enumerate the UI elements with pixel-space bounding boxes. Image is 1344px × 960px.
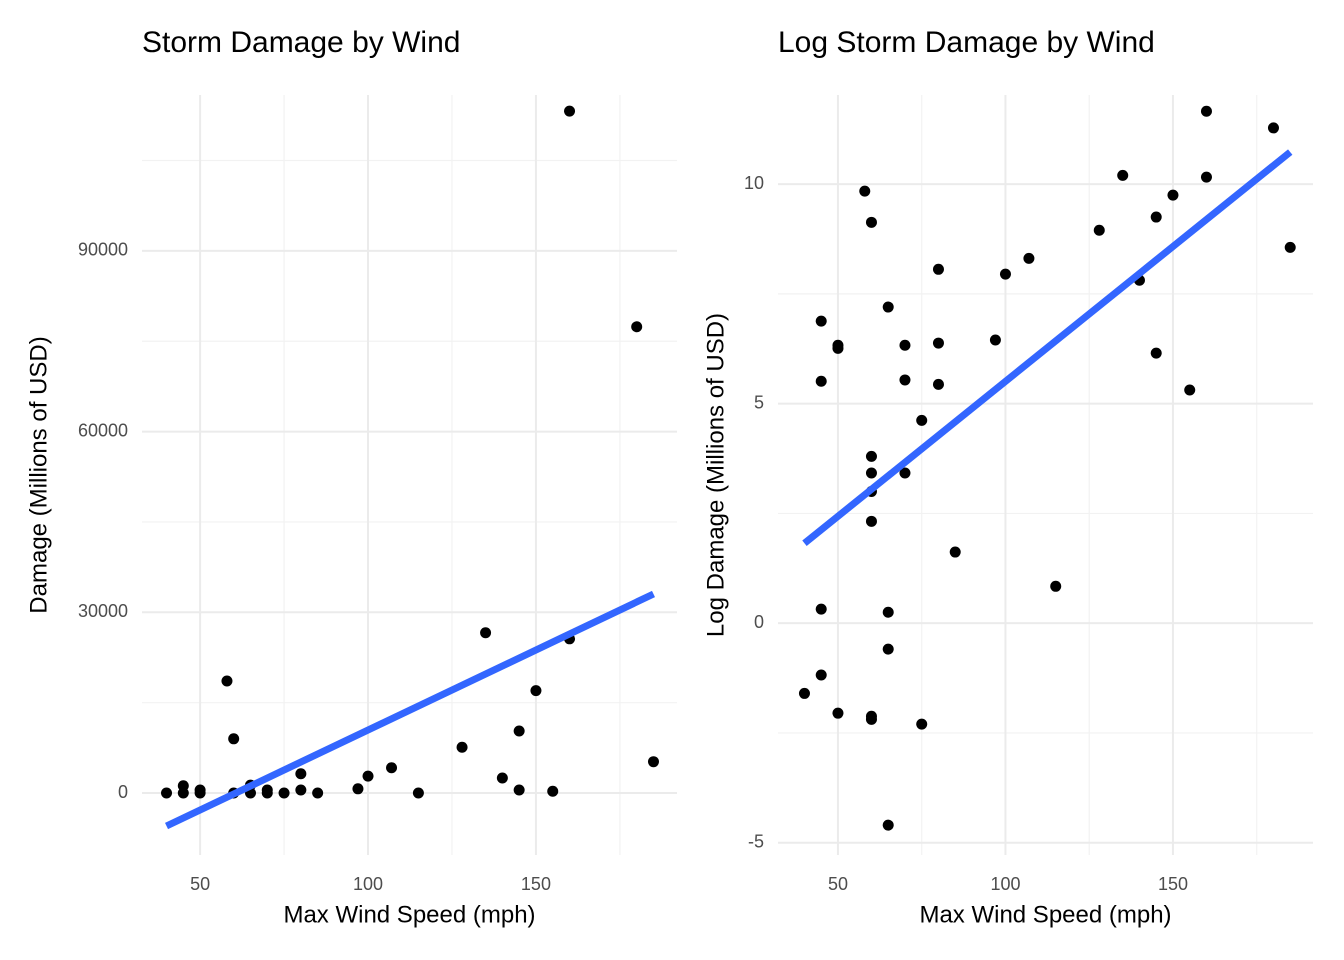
point [865,450,877,462]
point [882,606,894,618]
point [513,784,525,796]
point [859,185,871,197]
point [832,707,844,719]
point [1093,224,1105,236]
point [932,378,944,390]
point [1023,252,1035,264]
point [480,627,492,639]
x-tick-label: 150 [1158,874,1188,894]
trend-line [165,590,655,830]
point [815,603,827,615]
y-tick-label: 5 [754,392,764,412]
x-tick-label: 100 [353,874,383,894]
point [362,770,374,782]
point [865,713,877,725]
x-tick-label: 150 [521,874,551,894]
point [882,301,894,313]
point [1167,189,1179,201]
point [647,756,659,768]
y-tick-label: 90000 [78,240,128,260]
point [412,787,424,799]
point [547,785,559,797]
point [177,787,189,799]
point [932,337,944,349]
point [312,787,324,799]
point [564,105,576,117]
point [865,216,877,228]
point [295,768,307,780]
point [1117,169,1129,181]
point [228,733,240,745]
point [352,783,364,795]
point [916,718,928,730]
point [1050,580,1062,592]
point [161,787,173,799]
point [882,819,894,831]
x-axis-title: Max Wind Speed (mph) [919,901,1171,928]
y-axis-title: Damage (Millions of USD) [25,336,52,613]
chart-title: Log Storm Damage by Wind [778,26,1155,59]
point [295,784,307,796]
point [513,725,525,737]
point [631,321,643,333]
point [949,546,961,558]
point [999,268,1011,280]
y-tick-label: 60000 [78,420,128,440]
panel: 50 100 150 -5 0 5 10 Log Storm Damage by Wind Ma… [702,26,1313,928]
chart-title: Storm Damage by Wind [142,26,460,59]
panel: 50 100 150 0 30000 60000 90000 Storm Damage by … [25,26,677,928]
point [989,334,1001,346]
y-axis-title: Log Damage (Millions of USD) [702,313,729,637]
point [1200,171,1212,183]
point [261,787,273,799]
point [899,467,911,479]
point [832,342,844,354]
x-axis-title: Max Wind Speed (mph) [283,901,535,928]
point [916,414,928,426]
point [221,675,233,687]
y-tick-label: 0 [118,782,128,802]
point [278,787,290,799]
point [899,374,911,386]
y-tick-label: 10 [744,173,764,193]
point [1184,384,1196,396]
point [1200,105,1212,117]
y-tick-label: 0 [754,612,764,632]
trend-line [802,149,1293,546]
point [932,263,944,275]
point [865,515,877,527]
point [815,669,827,681]
point [1284,241,1296,253]
point [1150,347,1162,359]
point [815,375,827,387]
point [386,762,398,774]
point [815,315,827,327]
point [1150,211,1162,223]
point [496,772,508,784]
point [882,643,894,655]
y-tick-label: -5 [748,831,764,851]
x-tick-label: 50 [190,874,210,894]
point [1267,122,1279,134]
y-tick-label: 30000 [78,601,128,621]
point [194,787,206,799]
point [899,339,911,351]
x-tick-label: 50 [828,874,848,894]
point [456,741,468,753]
x-tick-label: 100 [990,874,1020,894]
point [530,685,542,697]
point [798,687,810,699]
point [865,467,877,479]
